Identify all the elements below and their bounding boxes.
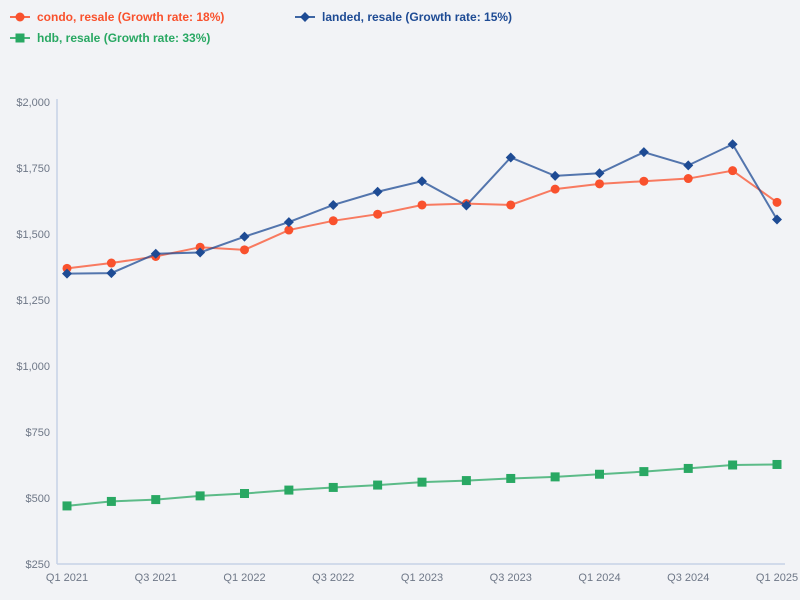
x-tick-label: Q1 2022: [223, 572, 265, 584]
legend-item-hdb-resale: hdb, resale (Growth rate: 33%): [10, 31, 210, 45]
y-tick-label: $750: [26, 427, 50, 439]
landed-data-point: [283, 217, 294, 228]
condo-data-point: [639, 176, 649, 186]
hdb-data-point: [240, 489, 249, 499]
x-tick-label: Q1 2024: [578, 572, 620, 584]
landed-data-point: [772, 214, 782, 225]
y-tick-label: $2,000: [16, 97, 50, 109]
hdb-data-point: [195, 491, 205, 501]
diamond-marker-icon: [300, 12, 310, 22]
condo-data-point: [595, 179, 604, 189]
landed-data-point: [417, 176, 427, 187]
y-tick-label: $1,250: [16, 295, 50, 307]
x-tick-label: Q3 2022: [312, 572, 354, 584]
legend-label-condo: condo, resale (Growth rate: 18%): [37, 10, 225, 24]
condo-legend-marker: [10, 11, 30, 24]
hdb-data-point: [639, 467, 649, 477]
legend-item-landed-resale: landed, resale (Growth rate: 15%): [295, 10, 512, 24]
landed-data-point: [727, 139, 738, 150]
condo-data-point: [106, 258, 116, 268]
condo-data-point: [195, 242, 205, 252]
landed-data-point: [106, 268, 117, 279]
y-tick-label: $1,000: [16, 361, 50, 373]
hdb-data-point: [683, 463, 693, 473]
landed-data-point: [195, 247, 206, 258]
x-tick-label: Q3 2023: [490, 572, 532, 584]
landed-data-point: [683, 160, 694, 171]
landed-data-point: [239, 231, 250, 242]
hdb-data-point: [151, 495, 161, 505]
hdb-data-point: [417, 477, 427, 487]
hdb-data-point: [373, 480, 383, 490]
condo-data-point: [417, 200, 427, 210]
hdb-data-point: [284, 485, 294, 495]
x-tick-label: Q3 2021: [135, 572, 177, 584]
landed-data-point: [328, 199, 339, 210]
y-tick-label: $1,750: [16, 163, 50, 175]
x-tick-label: Q3 2024: [667, 572, 709, 584]
landed-data-point: [461, 200, 472, 211]
condo-data-point: [506, 200, 516, 210]
hdb-data-point: [106, 496, 116, 506]
hdb-data-point: [550, 472, 560, 482]
condo-data-point: [728, 166, 738, 176]
y-tick-label: $1,500: [16, 229, 50, 241]
landed-data-point: [550, 170, 561, 181]
landed-data-point: [372, 186, 383, 197]
y-tick-label: $500: [26, 493, 50, 505]
hdb-data-point: [506, 473, 516, 483]
landed-data-point: [505, 152, 516, 163]
condo-data-point: [772, 197, 782, 207]
hdb-data-point: [728, 460, 738, 470]
legend-item-condo-resale: condo, resale (Growth rate: 18%): [10, 10, 224, 24]
x-tick-label: Q1 2023: [401, 572, 443, 584]
condo-data-point: [683, 174, 693, 184]
hdb-data-point: [772, 459, 782, 469]
legend-label-landed: landed, resale (Growth rate: 15%): [322, 10, 513, 24]
hdb-data-point: [328, 482, 338, 492]
y-tick-label: $250: [26, 559, 50, 571]
condo-data-point: [62, 263, 72, 273]
landed-data-point: [638, 147, 649, 158]
condo-data-point: [284, 225, 294, 235]
legend-label-hdb: hdb, resale (Growth rate: 33%): [37, 31, 211, 45]
condo-data-point: [240, 245, 249, 255]
hdb-data-point: [461, 476, 471, 486]
hdb-data-point: [595, 469, 604, 479]
condo-data-point: [550, 184, 560, 194]
hdb-data-point: [62, 501, 72, 511]
condo-data-point: [328, 216, 338, 226]
landed-legend-marker: [295, 11, 315, 24]
landed-data-point: [594, 168, 605, 179]
x-tick-label: Q1 2025: [756, 572, 798, 584]
circle-marker-icon: [15, 12, 25, 22]
landed-data-point: [62, 268, 72, 279]
condo-data-point: [373, 209, 383, 219]
x-tick-label: Q1 2021: [46, 572, 88, 584]
square-marker-icon: [15, 33, 25, 43]
hdb-legend-marker: [10, 32, 30, 45]
landed-data-point: [150, 248, 161, 259]
